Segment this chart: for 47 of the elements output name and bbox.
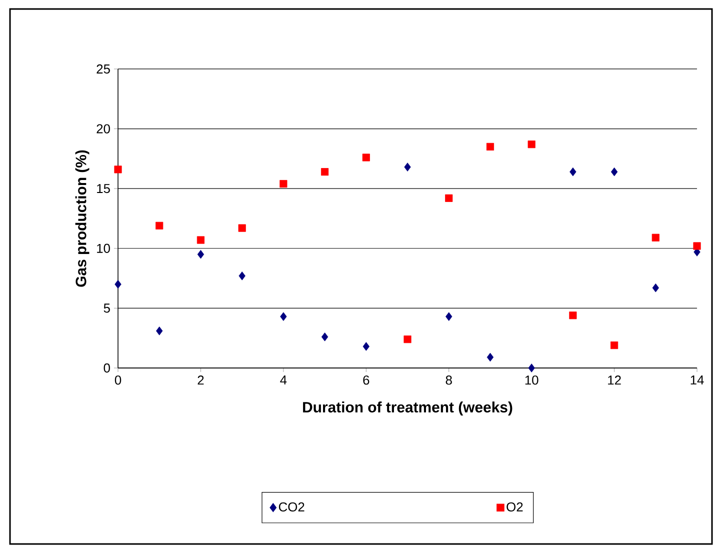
y-tick-label: 15 bbox=[97, 184, 110, 194]
y-axis-title: Gas production (%) bbox=[75, 150, 90, 287]
point bbox=[652, 283, 659, 292]
x-tick-label: 4 bbox=[280, 376, 287, 384]
point bbox=[528, 140, 536, 148]
y-tick-label: 5 bbox=[104, 304, 110, 313]
x-tick-label: 10 bbox=[525, 376, 538, 385]
point bbox=[652, 234, 660, 242]
legend-label: CO2 bbox=[278, 502, 304, 512]
y-tick-label: 0 bbox=[104, 363, 110, 373]
x-tick-label: 6 bbox=[363, 376, 370, 385]
point bbox=[404, 162, 411, 172]
point bbox=[570, 167, 576, 176]
y-tick-label: 10 bbox=[97, 244, 110, 253]
y-tick-label: 20 bbox=[96, 124, 110, 134]
y-tick-label: 25 bbox=[96, 64, 110, 74]
point bbox=[610, 167, 618, 176]
point bbox=[362, 154, 370, 162]
x-tick-label: 8 bbox=[446, 376, 452, 385]
x-axis-title: Duration of treatment (weeks) bbox=[303, 402, 512, 416]
point bbox=[321, 168, 329, 176]
point bbox=[446, 312, 452, 321]
point bbox=[362, 342, 370, 351]
x-tick-label: 14 bbox=[690, 376, 704, 384]
point bbox=[238, 224, 246, 232]
point bbox=[445, 194, 453, 202]
point bbox=[610, 341, 618, 350]
point bbox=[156, 326, 163, 336]
point bbox=[238, 272, 246, 280]
x-tick-label: 12 bbox=[608, 376, 621, 385]
legend-label: O2 bbox=[506, 502, 523, 512]
point bbox=[693, 242, 701, 250]
point bbox=[280, 180, 288, 188]
point bbox=[486, 352, 494, 362]
point bbox=[404, 335, 412, 344]
point bbox=[196, 236, 205, 244]
point bbox=[197, 250, 204, 259]
point bbox=[114, 280, 122, 289]
point bbox=[569, 312, 577, 320]
point bbox=[486, 142, 494, 151]
point bbox=[114, 166, 122, 174]
point bbox=[280, 312, 287, 321]
point bbox=[156, 222, 164, 230]
x-tick-label: 0 bbox=[114, 376, 122, 385]
point bbox=[528, 364, 535, 372]
x-tick-label: 2 bbox=[198, 376, 204, 385]
point bbox=[321, 332, 328, 342]
